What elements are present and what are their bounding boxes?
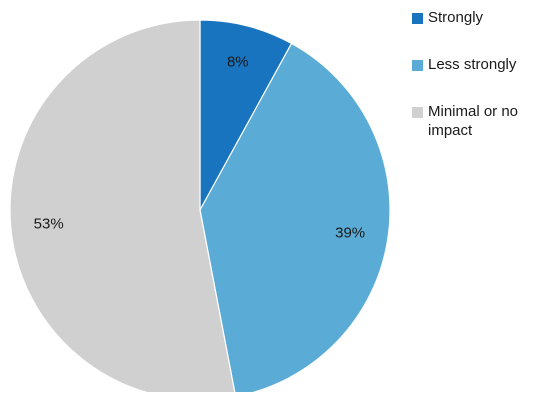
legend-swatch-strongly xyxy=(412,13,423,24)
legend-item-less-strongly: Less strongly xyxy=(412,55,536,74)
legend-item-minimal-or-no-impact: Minimal or no impact xyxy=(412,102,536,140)
pie-slices xyxy=(9,19,391,397)
legend-label-strongly: Strongly xyxy=(428,9,484,26)
pie-slice-strongly xyxy=(199,19,293,211)
pie-slice-less-strongly xyxy=(199,42,391,397)
pie-label-less-strongly: 39% xyxy=(335,225,365,242)
pie-label-minimal-or-no-impact: 53% xyxy=(34,215,64,232)
legend-item-strongly: Strongly xyxy=(412,8,536,27)
legend-swatch-minimal-or-no-impact xyxy=(412,107,423,118)
chart-legend: Strongly Less strongly Minimal or no imp… xyxy=(412,8,536,168)
pie-slice-labels: 8% 39% 53% xyxy=(34,54,365,242)
pie-label-strongly: 8% xyxy=(227,54,249,71)
legend-label-less-strongly: Less strongly xyxy=(428,56,517,73)
legend-label-minimal-or-no-impact: Minimal or no impact xyxy=(428,103,519,139)
legend-swatch-less-strongly xyxy=(412,60,423,71)
